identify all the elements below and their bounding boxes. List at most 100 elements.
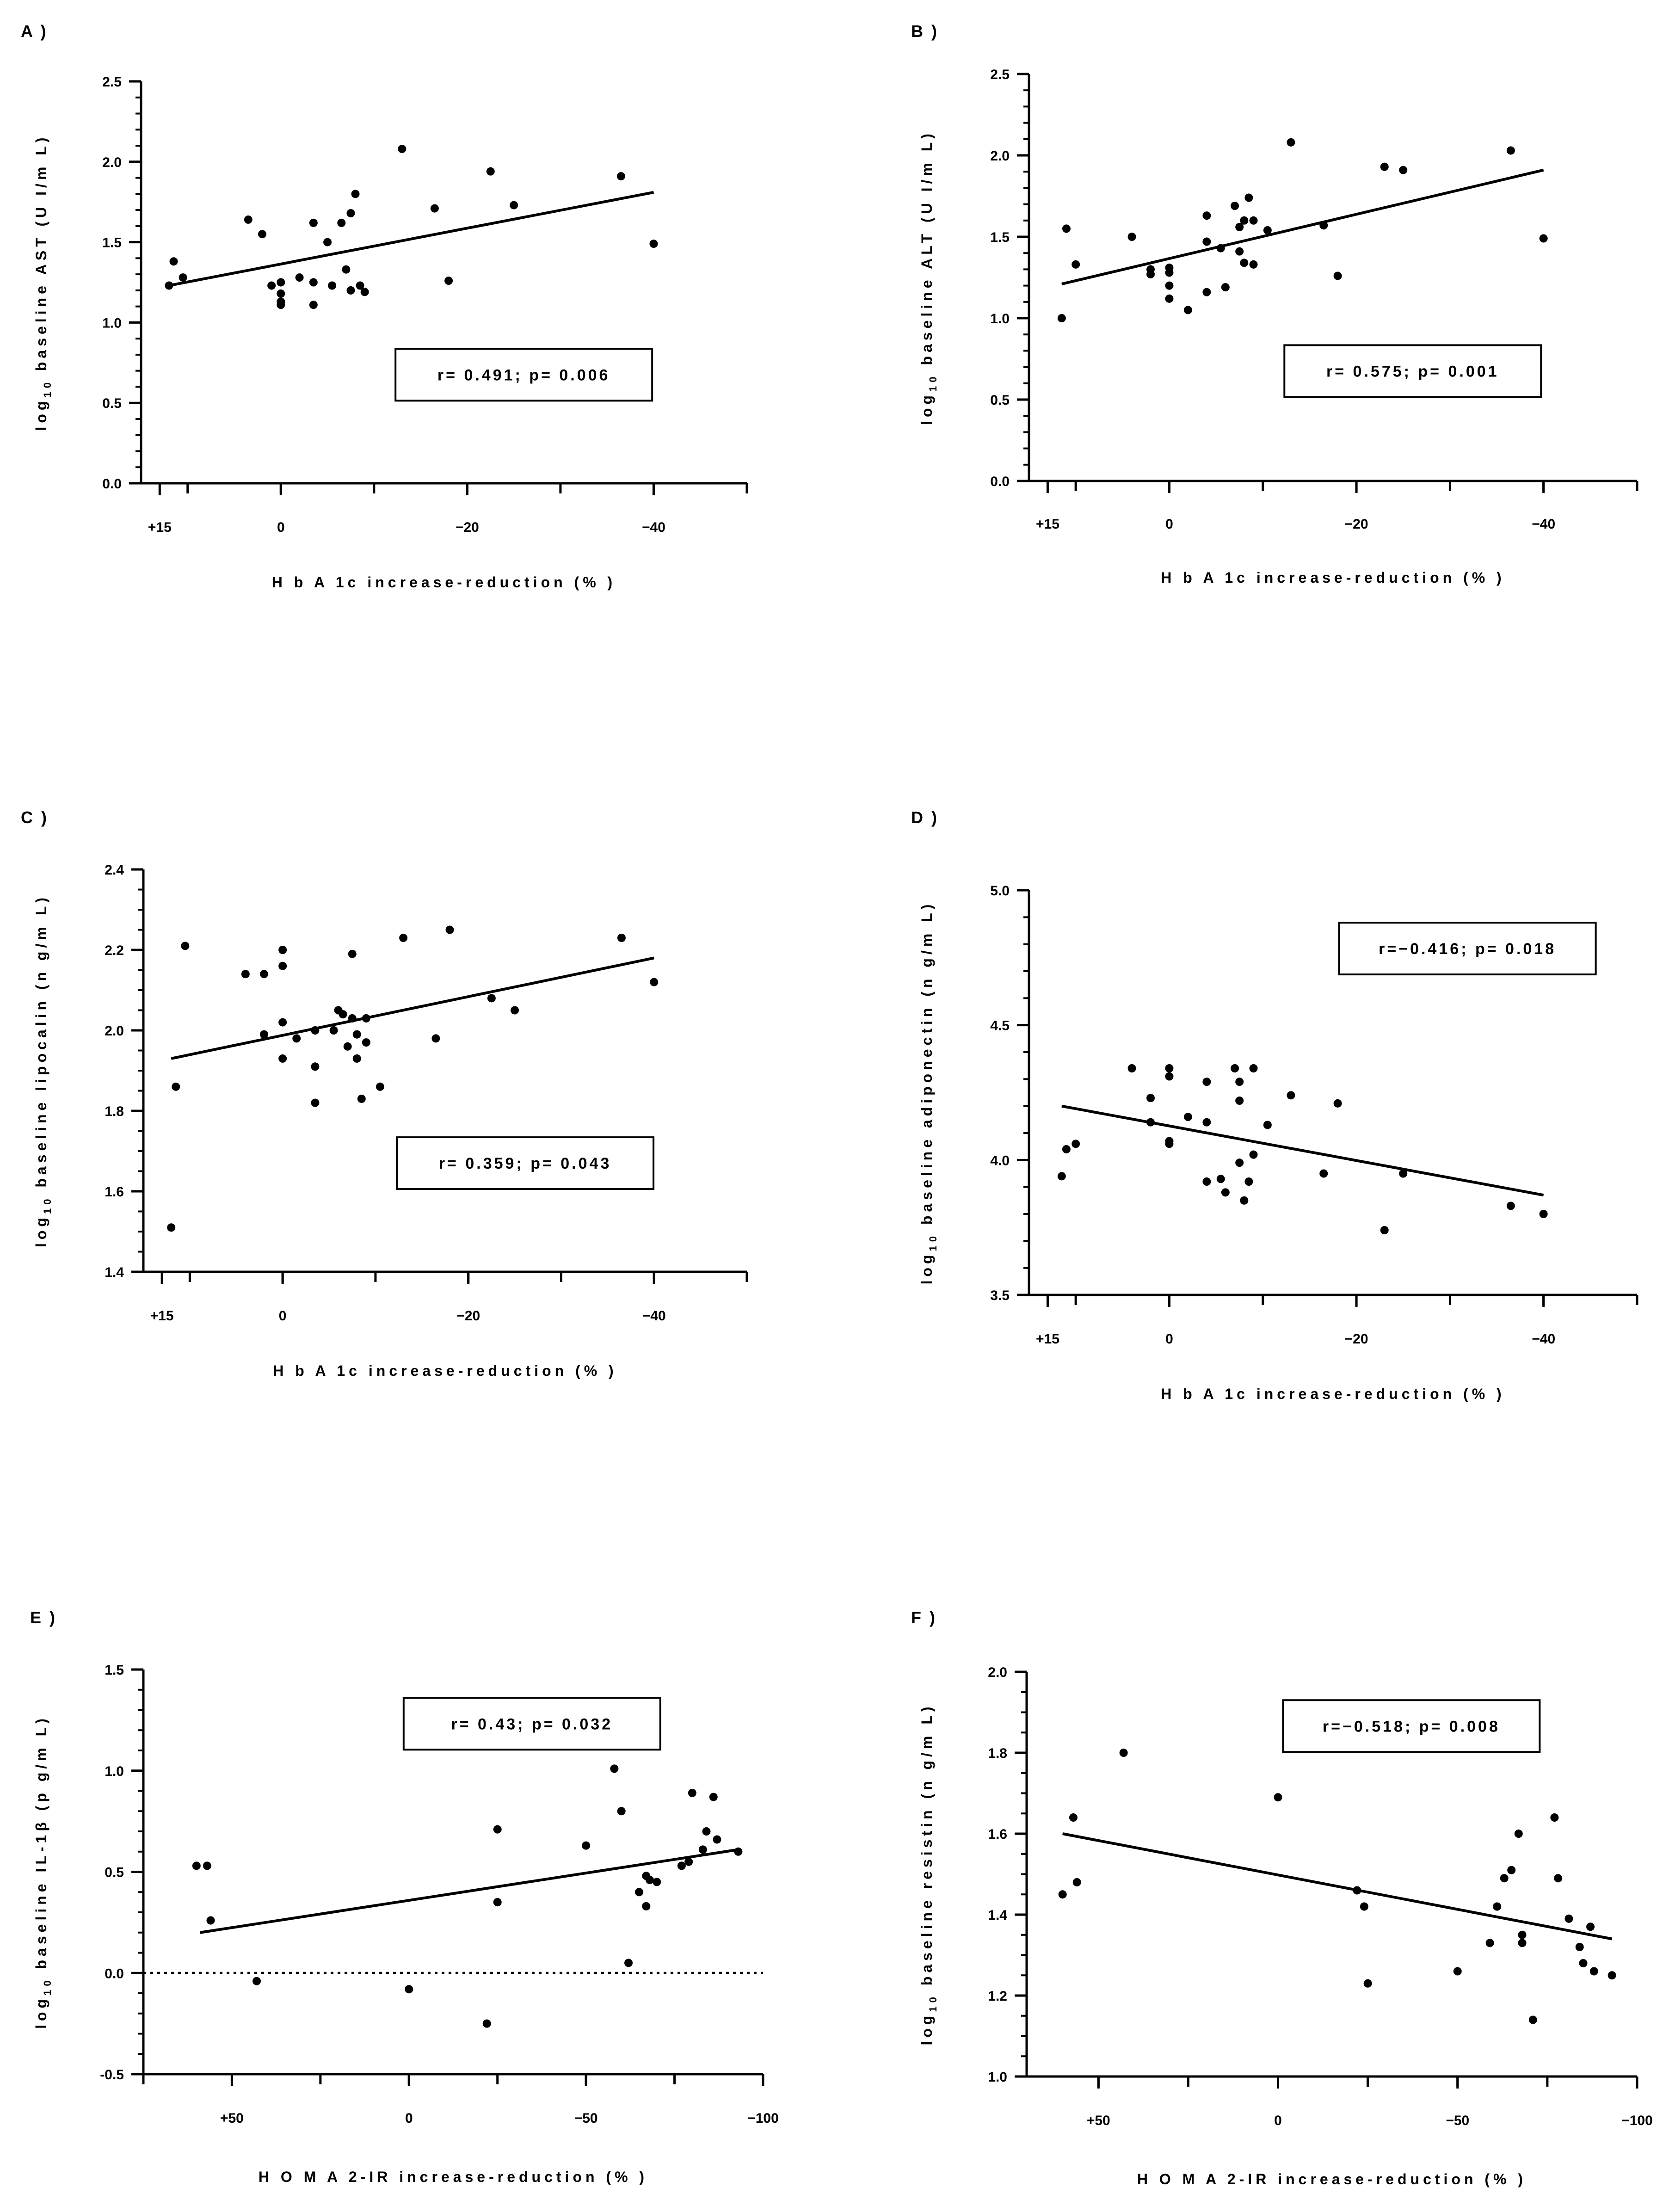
- data-point: [1235, 247, 1244, 256]
- stats-box: r= 0.359; p= 0.043: [396, 1136, 655, 1190]
- data-point: [241, 970, 250, 979]
- data-point: [1240, 1196, 1249, 1205]
- data-point: [1399, 166, 1408, 174]
- stats-box: r=−0.416; p= 0.018: [1338, 922, 1597, 975]
- y-tick-label: 2.4: [105, 863, 124, 878]
- data-point: [167, 1223, 176, 1232]
- y-tick-label: 0.0: [102, 476, 122, 492]
- data-point: [1263, 1121, 1272, 1129]
- data-point: [493, 1825, 502, 1834]
- data-point: [645, 1876, 654, 1884]
- data-point: [258, 230, 266, 239]
- panel-letter: F ): [911, 1608, 937, 1627]
- y-tick-label: 1.0: [102, 315, 122, 331]
- data-point: [1319, 221, 1328, 230]
- data-point: [352, 1030, 361, 1039]
- data-point: [702, 1827, 711, 1836]
- y-tick-label: 1.0: [990, 311, 1010, 327]
- data-point: [169, 257, 178, 266]
- y-tick-label: 4.0: [990, 1153, 1010, 1168]
- data-point: [278, 946, 287, 954]
- chart-panel-2: B ) 0.0 0.5 1.0 1.5 2.0 2.5 +15 0 −20 −40 H b A 1c …: [911, 22, 1638, 586]
- data-point: [642, 1902, 651, 1910]
- data-point: [1216, 244, 1225, 253]
- data-point: [376, 1082, 384, 1091]
- data-point: [1057, 1172, 1066, 1181]
- data-point: [1500, 1874, 1509, 1883]
- data-point: [1550, 1813, 1559, 1822]
- data-point: [343, 1042, 352, 1051]
- x-axis-title: H b A 1c increase-reduction (% ): [1161, 1386, 1505, 1402]
- data-point: [1072, 1140, 1080, 1148]
- data-point: [1575, 1943, 1584, 1951]
- y-tick-label: 1.0: [988, 2070, 1007, 2085]
- data-point: [1235, 222, 1244, 231]
- x-axis-title: H b A 1c increase-reduction (% ): [273, 1362, 617, 1379]
- data-point: [165, 281, 173, 290]
- y-tick-label: 0.5: [990, 393, 1010, 408]
- data-point: [1072, 1878, 1081, 1886]
- data-point: [1165, 1140, 1174, 1148]
- chart-panel-3: C ) 1.4 1.6 1.8 2.0 2.2 2.4 +15 0 −20 −40 H b A 1c …: [21, 808, 748, 1379]
- data-point: [348, 949, 357, 958]
- stats-box-border: [402, 1697, 661, 1751]
- data-point: [1231, 202, 1239, 210]
- data-point: [1165, 1064, 1174, 1072]
- stats-box-border: [1282, 1699, 1541, 1753]
- y-tick-label: 2.0: [102, 155, 122, 170]
- regression-line: [1062, 1832, 1613, 1941]
- data-point: [278, 1054, 287, 1063]
- data-point: [206, 1916, 215, 1925]
- data-point: [582, 1841, 591, 1850]
- stats-box-border: [394, 348, 653, 402]
- panel-letter: C ): [21, 808, 49, 827]
- x-tick-label: −50: [574, 2111, 598, 2126]
- data-point: [1069, 1813, 1078, 1822]
- data-point: [649, 240, 658, 248]
- x-tick-label: −100: [747, 2111, 779, 2126]
- data-point: [1202, 1078, 1211, 1086]
- data-point: [1119, 1749, 1128, 1757]
- data-point: [617, 933, 626, 942]
- chart-panel-6: F ) 1.0 1.2 1.4 1.6 1.8 2.0 +50 0 −50 −100 H O M A …: [911, 1608, 1653, 2187]
- y-tick-label: 1.0: [105, 1764, 124, 1779]
- data-point: [684, 1857, 693, 1866]
- data-point: [362, 1014, 370, 1023]
- data-point: [360, 288, 369, 296]
- data-point: [617, 1807, 626, 1816]
- y-tick-label: 2.5: [102, 74, 122, 90]
- x-tick-label: 0: [405, 2111, 413, 2126]
- data-point: [1360, 1902, 1368, 1911]
- data-point: [278, 961, 287, 970]
- y-tick-label: 1.4: [105, 1265, 124, 1280]
- data-point: [352, 1054, 361, 1063]
- data-point: [1518, 1939, 1527, 1947]
- data-point: [260, 1030, 268, 1039]
- y-tick-label: 1.2: [988, 1989, 1007, 2004]
- data-point: [1453, 1967, 1462, 1976]
- y-axis-title: log10 baseline adiponectin (n g/m L): [918, 901, 939, 1285]
- data-point: [444, 277, 453, 285]
- data-point: [295, 273, 304, 282]
- y-tick-label: 0.5: [105, 1865, 124, 1880]
- data-point: [1493, 1902, 1502, 1911]
- panel-letter: D ): [911, 808, 939, 827]
- data-point: [323, 238, 332, 246]
- data-point: [1221, 283, 1230, 292]
- data-point: [267, 281, 276, 290]
- data-point: [1202, 237, 1211, 246]
- data-point: [1249, 216, 1258, 225]
- x-tick-label: −40: [642, 520, 665, 535]
- data-point: [430, 204, 439, 213]
- regression-line: [1061, 1104, 1544, 1197]
- chart-panel-1: A ) 0.0 0.5 1.0 1.5 2.0 2.5 +15 0 −20 −40 H b A 1c …: [21, 22, 748, 591]
- y-tick-label: 3.5: [990, 1288, 1010, 1303]
- x-axis-title: H O M A 2-IR increase-reduction (% ): [1137, 2171, 1527, 2187]
- data-point: [482, 2019, 491, 2028]
- y-tick-label: 2.0: [105, 1023, 124, 1039]
- data-point: [493, 1898, 502, 1907]
- data-point: [1485, 1939, 1494, 1947]
- x-tick-label: +50: [1087, 2113, 1110, 2128]
- data-point: [1231, 1064, 1239, 1072]
